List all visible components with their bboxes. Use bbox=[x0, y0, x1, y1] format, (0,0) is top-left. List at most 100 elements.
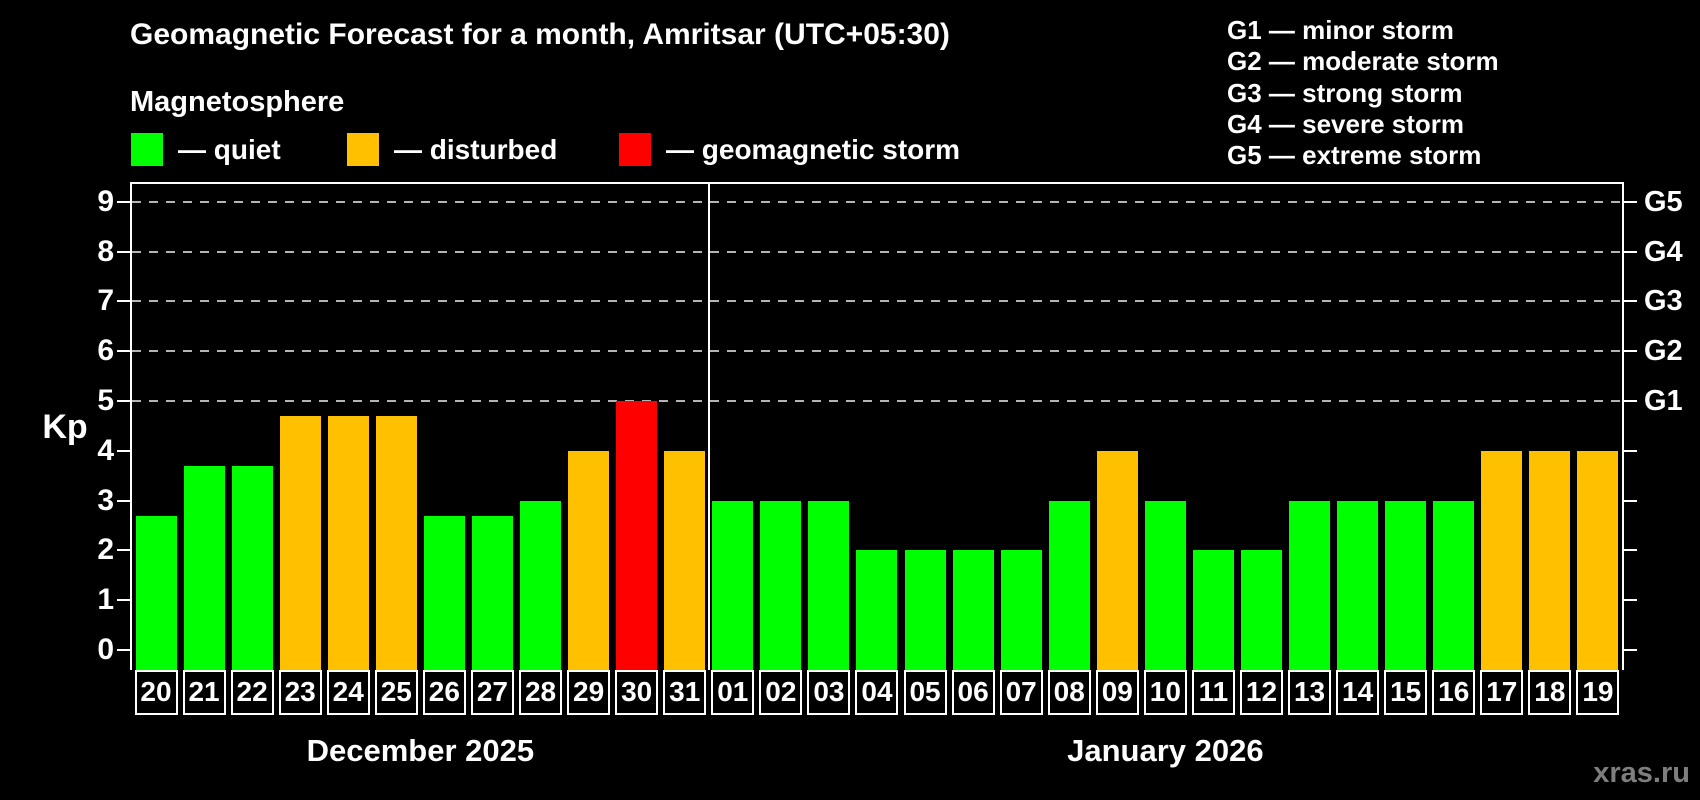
date-cell: 30 bbox=[615, 670, 659, 715]
date-cell: 29 bbox=[567, 670, 611, 715]
y-tick-left bbox=[117, 250, 130, 253]
y-tick-label: 2 bbox=[97, 533, 114, 567]
kp-bar bbox=[1048, 500, 1090, 670]
kp-bar bbox=[1385, 500, 1427, 670]
kp-bar bbox=[1577, 450, 1619, 670]
kp-bar bbox=[712, 500, 754, 670]
gridline-kp8 bbox=[132, 250, 1622, 253]
date-cell: 04 bbox=[855, 670, 899, 715]
kp-bar bbox=[1096, 450, 1138, 670]
date-cell: 24 bbox=[326, 670, 370, 715]
kp-bar bbox=[952, 550, 994, 670]
month-label: December 2025 bbox=[306, 733, 535, 768]
kp-bar bbox=[808, 500, 850, 670]
y-tick-left bbox=[117, 300, 130, 303]
kp-bar bbox=[471, 515, 513, 670]
y-tick-left bbox=[117, 649, 130, 651]
date-cell: 25 bbox=[374, 670, 418, 715]
y-tick-label: 5 bbox=[97, 384, 114, 417]
y-tick-right bbox=[1624, 200, 1637, 203]
y-tick-right bbox=[1624, 400, 1637, 402]
g-legend-line: G3 — strong storm bbox=[1227, 77, 1463, 108]
kp-bar bbox=[520, 500, 562, 670]
kp-bar bbox=[1433, 500, 1475, 670]
y-tick-label: 6 bbox=[97, 334, 114, 368]
kp-bar bbox=[1289, 500, 1331, 670]
date-cell: 23 bbox=[278, 670, 322, 715]
date-cell: 26 bbox=[422, 670, 466, 715]
kp-bar bbox=[327, 415, 369, 670]
date-cell: 28 bbox=[519, 670, 563, 715]
gridline-kp9 bbox=[132, 200, 1622, 203]
g-axis-label: G5 bbox=[1644, 185, 1683, 218]
kp-bar bbox=[568, 450, 610, 670]
y-tick-label: 4 bbox=[97, 433, 114, 467]
y-tick-right bbox=[1624, 549, 1637, 552]
g-axis-label: G3 bbox=[1644, 285, 1683, 318]
legend-swatch-quiet bbox=[131, 133, 163, 166]
kp-bar bbox=[664, 450, 706, 670]
y-tick-right bbox=[1624, 250, 1637, 253]
date-cell: 02 bbox=[759, 670, 803, 715]
g-axis-label: G4 bbox=[1644, 235, 1683, 268]
y-tick-right bbox=[1624, 300, 1637, 303]
watermark: xras.ru bbox=[1593, 757, 1690, 789]
y-tick-label: 3 bbox=[97, 483, 114, 517]
date-cell: 21 bbox=[182, 670, 226, 715]
kp-bar bbox=[135, 515, 177, 670]
legend-swatch-storm bbox=[619, 133, 651, 166]
kp-bar bbox=[904, 550, 946, 670]
y-tick-left bbox=[117, 499, 130, 502]
kp-bar bbox=[279, 415, 321, 670]
kp-bar bbox=[183, 465, 225, 670]
date-cell: 13 bbox=[1288, 670, 1332, 715]
kp-bar bbox=[231, 465, 273, 670]
legend-item: — quiet bbox=[131, 133, 281, 166]
kp-bar bbox=[1337, 500, 1379, 670]
y-tick-label: 1 bbox=[97, 583, 114, 617]
month-divider bbox=[707, 184, 710, 670]
date-cell: 22 bbox=[230, 670, 274, 715]
kp-bar bbox=[1192, 550, 1234, 670]
legend-swatch-disturbed bbox=[347, 133, 379, 166]
date-cell: 03 bbox=[807, 670, 851, 715]
kp-bar bbox=[616, 401, 658, 670]
date-cell: 11 bbox=[1191, 670, 1235, 715]
g-legend-line: G4 — severe storm bbox=[1227, 108, 1465, 139]
y-tick-left bbox=[117, 400, 130, 402]
date-cell: 12 bbox=[1239, 670, 1283, 715]
date-cell: 05 bbox=[903, 670, 947, 715]
kp-bar bbox=[760, 500, 802, 670]
month-label: January 2026 bbox=[1067, 733, 1264, 768]
y-axis-label: Kp bbox=[42, 408, 88, 446]
date-cell: 14 bbox=[1336, 670, 1380, 715]
y-tick-label: 9 bbox=[97, 184, 114, 218]
g-legend-line: G2 — moderate storm bbox=[1227, 46, 1499, 77]
y-tick-left bbox=[117, 200, 130, 203]
kp-bar bbox=[1481, 450, 1523, 670]
chart-title: Geomagnetic Forecast for a month, Amrits… bbox=[130, 18, 950, 51]
gridline-kp6 bbox=[132, 350, 1622, 353]
date-cell: 31 bbox=[663, 670, 707, 715]
y-tick-label: 8 bbox=[97, 234, 114, 268]
legend-label: — disturbed bbox=[394, 133, 558, 165]
date-cell: 20 bbox=[134, 670, 178, 715]
legend-label: — quiet bbox=[178, 133, 281, 165]
g-axis-label: G1 bbox=[1644, 385, 1683, 417]
kp-bar bbox=[423, 515, 465, 670]
legend-label: — geomagnetic storm bbox=[666, 133, 961, 165]
y-tick-label: 0 bbox=[97, 633, 114, 666]
y-tick-label: 7 bbox=[97, 284, 114, 318]
date-cell: 19 bbox=[1576, 670, 1620, 715]
date-cell: 06 bbox=[951, 670, 995, 715]
date-cell: 08 bbox=[1047, 670, 1091, 715]
gridline-kp7 bbox=[132, 300, 1622, 303]
y-tick-right bbox=[1624, 350, 1637, 353]
y-tick-right bbox=[1624, 449, 1637, 452]
date-cell: 17 bbox=[1480, 670, 1524, 715]
date-cell: 15 bbox=[1384, 670, 1428, 715]
date-cell: 27 bbox=[470, 670, 514, 715]
y-tick-left bbox=[117, 449, 130, 452]
date-cell: 18 bbox=[1528, 670, 1572, 715]
